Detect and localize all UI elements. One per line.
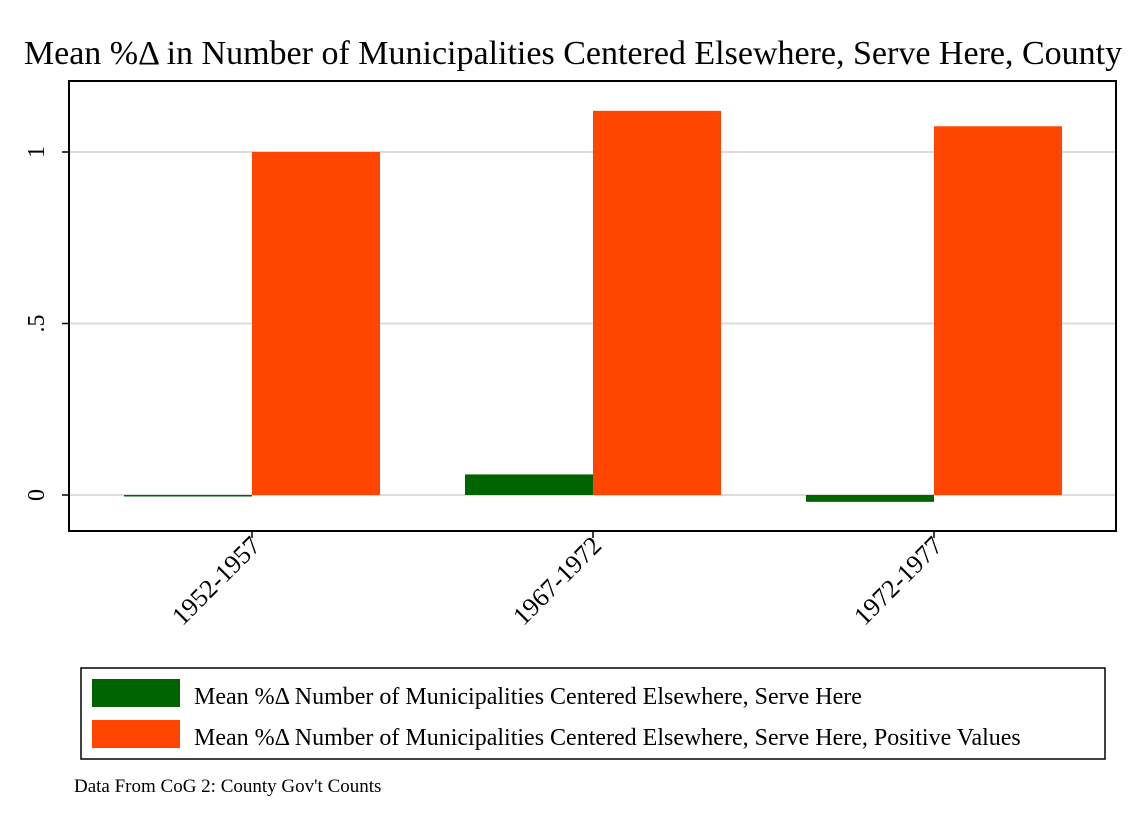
legend-swatch-series-1 <box>92 679 180 707</box>
plot-bars <box>124 110 1062 502</box>
legend-swatch-series-2 <box>92 720 180 748</box>
legend: Mean %Δ Number of Municipalities Centere… <box>80 667 1106 760</box>
bar-series-1-1972-1977 <box>806 495 934 502</box>
bar-series-1-1952-1957 <box>124 495 252 497</box>
y-tick-label: .5 <box>24 315 50 333</box>
bar-series-2-1972-1977 <box>934 126 1062 496</box>
legend-label-series-1: Mean %Δ Number of Municipalities Centere… <box>194 684 862 710</box>
bar-series-2-1967-1972 <box>593 110 721 495</box>
legend-box <box>80 667 1106 760</box>
chart-title: Mean %Δ in Number of Municipalities Cent… <box>24 35 1122 72</box>
x-axis-ticks: 1952-1957 1967-1972 1972-1977 <box>166 531 948 631</box>
x-tick-label: 1952-1957 <box>166 531 266 631</box>
y-axis-ticks: 0.51 <box>24 146 69 501</box>
source-note: Data From CoG 2: County Gov't Counts <box>74 776 381 797</box>
x-tick-label: 1967-1972 <box>507 531 607 631</box>
bar-series-2-1952-1957 <box>252 152 380 495</box>
bar-series-1-1967-1972 <box>465 474 593 495</box>
y-tick-label: 1 <box>24 146 50 158</box>
y-tick-label: 0 <box>24 489 50 501</box>
x-tick-label: 1972-1977 <box>848 531 948 631</box>
legend-label-series-2: Mean %Δ Number of Municipalities Centere… <box>194 725 1021 751</box>
